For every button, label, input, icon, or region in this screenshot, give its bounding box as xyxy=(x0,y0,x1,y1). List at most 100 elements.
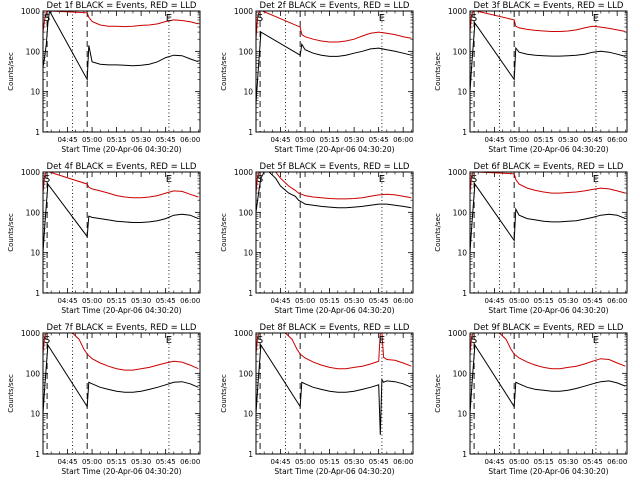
series-line-events xyxy=(256,172,412,213)
x-tick-label: 06:00 xyxy=(607,136,627,144)
x-tick-label: 05:45 xyxy=(369,136,389,144)
chart-title: Det 3f BLACK = Events, RED = LLD xyxy=(474,1,624,11)
marker-label: S xyxy=(44,335,50,346)
marker-label: S xyxy=(471,335,477,346)
series-line-events xyxy=(470,343,626,414)
chart-title: Det 8f BLACK = Events, RED = LLD xyxy=(260,323,410,333)
x-tick-label: 05:45 xyxy=(369,458,389,466)
x-tick-label: 05:00 xyxy=(509,297,529,305)
marker-label: E xyxy=(166,13,172,24)
marker-label: S xyxy=(257,13,263,24)
series-line-events xyxy=(470,182,626,253)
x-tick-label: 05:45 xyxy=(156,458,176,466)
y-tick-label: 1 xyxy=(462,289,467,298)
x-tick-label: 05:00 xyxy=(509,136,529,144)
x-tick-label: 05:30 xyxy=(344,458,364,466)
y-tick-label: 1000 xyxy=(21,168,40,177)
marker-label: E xyxy=(593,174,599,185)
x-tick-label: 06:00 xyxy=(180,297,200,305)
x-tick-label: 05:45 xyxy=(583,297,603,305)
plot-area xyxy=(43,11,199,132)
plot-area xyxy=(470,172,626,293)
chart-panel: Det 7f BLACK = Events, RED = LLD Counts/s… xyxy=(7,323,201,476)
marker-label: E xyxy=(593,13,599,24)
y-tick-label: 1 xyxy=(35,289,40,298)
series-line-lld xyxy=(470,333,626,370)
plot-area xyxy=(470,11,626,132)
y-tick-label: 10 xyxy=(30,249,40,258)
x-tick-label: 05:15 xyxy=(534,458,554,466)
plot-area xyxy=(43,333,199,454)
y-tick-label: 1 xyxy=(35,450,40,459)
x-tick-label: 06:00 xyxy=(607,297,627,305)
x-tick-label: 05:45 xyxy=(156,297,176,305)
chart-title: Det 1f BLACK = Events, RED = LLD xyxy=(47,1,197,11)
y-tick-label: 1 xyxy=(248,128,253,137)
y-axis-label: Counts/sec xyxy=(434,213,442,252)
marker-label: E xyxy=(166,335,172,346)
y-tick-label: 100 xyxy=(453,208,468,217)
y-tick-label: 1000 xyxy=(448,168,467,177)
plot-area xyxy=(256,333,412,454)
y-tick-label: 10 xyxy=(457,249,467,258)
series-line-lld xyxy=(43,333,199,371)
marker-label: E xyxy=(379,174,385,185)
series-line-lld xyxy=(43,172,199,199)
x-tick-label: 05:15 xyxy=(534,297,554,305)
x-axis-label: Start Time (20-Apr-06 04:30:20) xyxy=(274,306,394,315)
y-tick-label: 100 xyxy=(26,208,41,217)
x-tick-label: 05:30 xyxy=(131,136,151,144)
y-tick-label: 1000 xyxy=(448,7,467,16)
y-tick-label: 1000 xyxy=(234,329,253,338)
y-axis-label: Counts/sec xyxy=(7,374,15,413)
chart-title: Det 4f BLACK = Events, RED = LLD xyxy=(47,162,197,172)
y-tick-label: 10 xyxy=(457,88,467,97)
y-tick-label: 100 xyxy=(239,208,254,217)
y-tick-label: 100 xyxy=(453,47,468,56)
y-tick-label: 1 xyxy=(462,450,467,459)
x-tick-label: 05:15 xyxy=(107,458,127,466)
y-tick-label: 1 xyxy=(248,289,253,298)
chart-title: Det 9f BLACK = Events, RED = LLD xyxy=(474,323,624,333)
plot-frame xyxy=(255,10,414,133)
x-tick-label: 05:30 xyxy=(558,458,578,466)
y-axis-label: Counts/sec xyxy=(220,52,228,91)
x-tick-label: 04:45 xyxy=(484,136,504,144)
x-tick-label: 05:45 xyxy=(369,297,389,305)
marker-label: S xyxy=(257,335,263,346)
plot-frame xyxy=(469,10,628,133)
x-tick-label: 05:30 xyxy=(131,458,151,466)
y-tick-label: 10 xyxy=(457,410,467,419)
marker-label: S xyxy=(471,174,477,185)
marker-label: E xyxy=(379,335,385,346)
series-line-lld xyxy=(256,172,412,200)
y-axis-label: Counts/sec xyxy=(7,213,15,252)
series-line-lld xyxy=(470,172,626,194)
plot-frame xyxy=(469,332,628,455)
x-tick-label: 06:00 xyxy=(393,136,413,144)
x-tick-label: 05:15 xyxy=(320,458,340,466)
chart-panel: Det 6f BLACK = Events, RED = LLD Counts/s… xyxy=(434,162,628,315)
x-tick-label: 04:45 xyxy=(57,297,77,305)
series-line-events xyxy=(256,343,412,435)
x-tick-label: 05:45 xyxy=(583,136,603,144)
x-tick-label: 05:00 xyxy=(82,136,102,144)
series-line-events xyxy=(256,31,412,104)
x-axis-label: Start Time (20-Apr-06 04:30:20) xyxy=(61,306,181,315)
x-tick-label: 04:45 xyxy=(484,458,504,466)
x-tick-label: 05:30 xyxy=(558,136,578,144)
x-tick-label: 05:00 xyxy=(295,458,315,466)
x-tick-label: 05:30 xyxy=(344,297,364,305)
y-tick-label: 10 xyxy=(30,88,40,97)
y-tick-label: 100 xyxy=(239,369,254,378)
y-tick-label: 1000 xyxy=(21,329,40,338)
chart-title: Det 2f BLACK = Events, RED = LLD xyxy=(260,1,410,11)
x-tick-label: 05:45 xyxy=(156,136,176,144)
x-tick-label: 04:45 xyxy=(57,458,77,466)
plot-area xyxy=(470,333,626,454)
plot-frame xyxy=(42,332,201,455)
x-tick-label: 05:00 xyxy=(82,458,102,466)
series-line-events xyxy=(43,11,199,82)
marker-label: S xyxy=(44,174,50,185)
x-tick-label: 05:30 xyxy=(344,136,364,144)
